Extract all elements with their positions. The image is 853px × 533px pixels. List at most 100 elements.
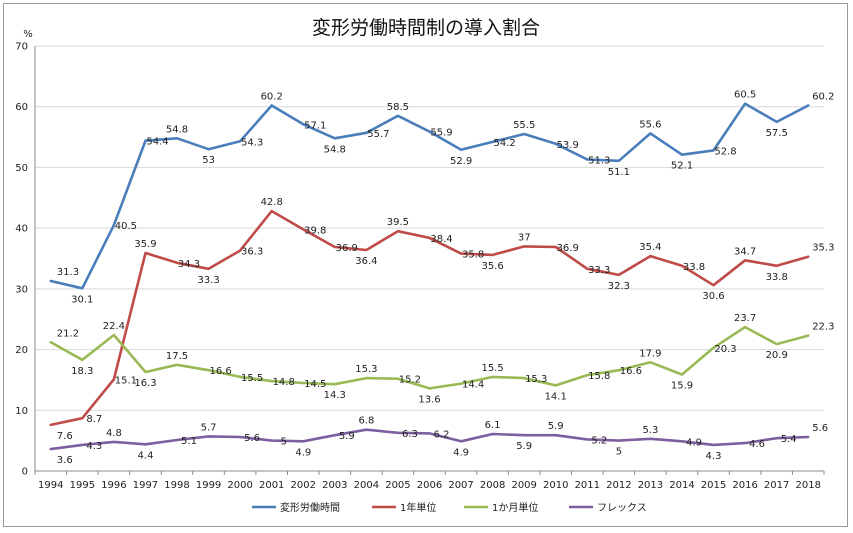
data-label: 39.5 xyxy=(387,217,409,228)
data-label: 5.6 xyxy=(812,423,828,434)
legend: 変形労働時間 1年単位 1か月単位 フレックス xyxy=(252,501,647,514)
data-label: 4.9 xyxy=(295,447,311,458)
data-label: 54.8 xyxy=(166,124,188,135)
data-label: 17.9 xyxy=(639,348,661,359)
data-label: 4.9 xyxy=(686,437,702,448)
data-label: 15.8 xyxy=(588,371,610,382)
data-label: 5.6 xyxy=(244,433,260,444)
data-label: 21.2 xyxy=(57,328,79,339)
data-label: 15.1 xyxy=(115,375,137,386)
x-tick-label: 2009 xyxy=(511,480,536,491)
data-label: 37 xyxy=(518,232,531,243)
data-label: 55.5 xyxy=(513,120,535,131)
data-label: 54.2 xyxy=(493,138,515,149)
data-label: 4.4 xyxy=(138,450,154,461)
data-label: 16.3 xyxy=(134,378,156,389)
data-label: 3.6 xyxy=(57,455,73,466)
data-label: 55.7 xyxy=(367,129,389,140)
y-tick-label: 10 xyxy=(15,406,28,417)
x-tick-label: 2002 xyxy=(291,480,316,491)
data-label: 4.3 xyxy=(86,441,102,452)
x-tick-label: 2001 xyxy=(259,480,284,491)
data-label: 35.3 xyxy=(812,243,834,254)
data-label: 33.3 xyxy=(197,275,219,286)
x-tick-label: 1997 xyxy=(133,480,158,491)
x-tick-label: 1994 xyxy=(38,480,63,491)
data-label: 15.9 xyxy=(671,381,693,392)
gridlines xyxy=(35,45,824,411)
data-label: 4.6 xyxy=(749,439,765,450)
data-label: 6.3 xyxy=(402,429,418,440)
data-label: 52.8 xyxy=(714,146,736,157)
data-label: 40.5 xyxy=(115,221,137,232)
data-label: 15.2 xyxy=(399,375,421,386)
data-label: 20.9 xyxy=(766,350,788,361)
data-label: 39.8 xyxy=(304,225,326,236)
y-axis-unit-label: % xyxy=(23,29,33,40)
data-label: 51.1 xyxy=(608,167,630,178)
x-tick-label: 2007 xyxy=(448,480,473,491)
data-label: 5.9 xyxy=(548,421,564,432)
data-label: 52.9 xyxy=(450,156,472,167)
x-tick-label: 1999 xyxy=(196,480,221,491)
data-label: 36.3 xyxy=(241,247,263,258)
data-label: 60.2 xyxy=(812,92,834,103)
data-label: 17.5 xyxy=(166,351,188,362)
x-tick-label: 2016 xyxy=(732,480,757,491)
data-label: 38.4 xyxy=(430,234,452,245)
data-label: 35.6 xyxy=(481,261,503,272)
y-tick-label: 30 xyxy=(15,284,28,295)
data-label: 16.6 xyxy=(620,366,642,377)
data-label: 31.3 xyxy=(57,267,79,278)
data-label: 5.4 xyxy=(781,434,797,445)
data-label: 4.3 xyxy=(706,451,722,462)
data-label: 14.4 xyxy=(462,380,484,391)
data-label: 14.5 xyxy=(304,379,326,390)
data-label: 14.3 xyxy=(324,390,346,401)
x-tick-label: 2017 xyxy=(764,480,789,491)
data-label: 57.5 xyxy=(766,128,788,139)
axes: 0 10 20 30 40 50 60 70 1994 1995 1996 1997 1998 1999 2… xyxy=(15,42,825,491)
data-label: 22.3 xyxy=(812,322,834,333)
chart-frame: 変形労働時間制の導入割合 % 0 10 20 30 40 50 60 70 1994 1995 19… xyxy=(3,3,848,527)
series-line-3 xyxy=(49,428,810,451)
data-label: 30.1 xyxy=(71,294,93,305)
data-label: 33.3 xyxy=(588,265,610,276)
data-label: 60.2 xyxy=(261,92,283,103)
data-label: 4.8 xyxy=(106,428,122,439)
x-tick-label: 2003 xyxy=(322,480,347,491)
data-label: 15.5 xyxy=(481,363,503,374)
line-chart: 変形労働時間制の導入割合 % 0 10 20 30 40 50 60 70 1994 1995 19… xyxy=(15,17,834,514)
data-label: 51.3 xyxy=(588,156,610,167)
data-label: 7.6 xyxy=(57,431,73,442)
data-label: 22.4 xyxy=(103,321,125,332)
data-label: 60.5 xyxy=(734,90,756,101)
x-tick-label: 1998 xyxy=(164,480,189,491)
data-label: 4.9 xyxy=(453,447,469,458)
data-label: 53.9 xyxy=(557,140,579,151)
legend-label-1: 1年単位 xyxy=(400,501,436,514)
x-tick-label: 1996 xyxy=(101,480,126,491)
x-tick-label: 2011 xyxy=(575,480,600,491)
data-label: 13.6 xyxy=(418,394,440,405)
data-label: 5 xyxy=(616,447,622,458)
data-label: 58.5 xyxy=(387,102,409,113)
data-label: 36.9 xyxy=(557,243,579,254)
data-label: 5.7 xyxy=(201,422,217,433)
x-tick-label: 2008 xyxy=(480,480,505,491)
data-label: 53 xyxy=(202,155,215,166)
data-label: 6.1 xyxy=(485,420,501,431)
data-label: 52.1 xyxy=(671,161,693,172)
x-tick-label: 2005 xyxy=(385,480,410,491)
data-label: 5.1 xyxy=(181,436,197,447)
data-label: 23.7 xyxy=(734,313,756,324)
data-label: 5.9 xyxy=(339,431,355,442)
data-label: 15.5 xyxy=(241,373,263,384)
data-label: 55.6 xyxy=(639,119,661,130)
data-label: 5.3 xyxy=(642,425,658,436)
y-tick-label: 40 xyxy=(15,224,28,235)
y-tick-label: 20 xyxy=(15,345,28,356)
chart-title: 変形労働時間制の導入割合 xyxy=(312,17,540,39)
data-label: 16.6 xyxy=(209,366,231,377)
data-label: 36.4 xyxy=(355,256,377,267)
